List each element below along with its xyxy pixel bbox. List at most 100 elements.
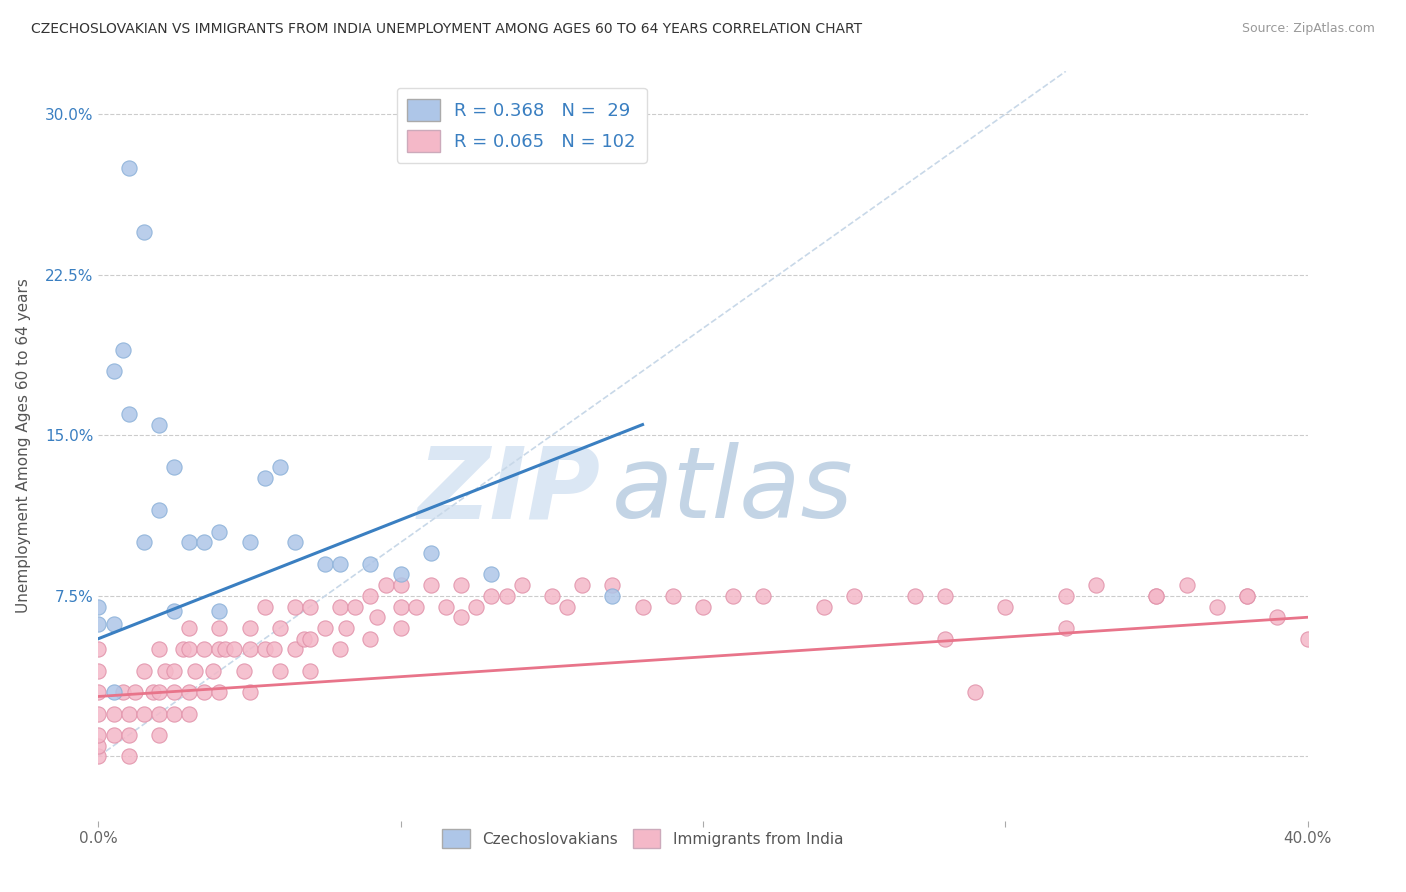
Point xyxy=(163,664,186,678)
Point xyxy=(232,664,254,678)
Point xyxy=(434,599,457,614)
Point xyxy=(692,599,714,614)
Point xyxy=(1054,589,1077,603)
Point xyxy=(239,642,262,657)
Point xyxy=(540,589,562,603)
Point xyxy=(1267,610,1289,624)
Point xyxy=(118,749,141,764)
Point xyxy=(602,589,624,603)
Point xyxy=(124,685,146,699)
Point xyxy=(103,728,125,742)
Point xyxy=(111,343,134,357)
Point xyxy=(420,578,443,592)
Point xyxy=(208,604,231,618)
Point xyxy=(118,407,141,421)
Point xyxy=(420,546,443,560)
Point xyxy=(1296,632,1319,646)
Point xyxy=(132,535,155,549)
Point xyxy=(118,728,141,742)
Point xyxy=(284,642,307,657)
Point xyxy=(450,578,472,592)
Point xyxy=(329,557,352,571)
Point xyxy=(360,557,382,571)
Point xyxy=(1144,589,1167,603)
Point xyxy=(163,604,186,618)
Point xyxy=(87,739,110,753)
Point xyxy=(163,685,186,699)
Point xyxy=(193,685,215,699)
Point xyxy=(360,632,382,646)
Point xyxy=(752,589,775,603)
Point xyxy=(103,616,125,631)
Point xyxy=(239,535,262,549)
Point xyxy=(481,567,503,582)
Point xyxy=(360,589,382,603)
Point xyxy=(661,589,683,603)
Point xyxy=(87,749,110,764)
Point xyxy=(148,685,170,699)
Point xyxy=(208,621,231,635)
Point xyxy=(292,632,315,646)
Point xyxy=(111,685,134,699)
Text: Source: ZipAtlas.com: Source: ZipAtlas.com xyxy=(1241,22,1375,36)
Point xyxy=(263,642,285,657)
Point xyxy=(495,589,517,603)
Point xyxy=(103,706,125,721)
Point xyxy=(179,535,201,549)
Point xyxy=(224,642,246,657)
Point xyxy=(103,685,125,699)
Point xyxy=(184,664,207,678)
Point xyxy=(118,161,141,175)
Point xyxy=(299,632,322,646)
Point xyxy=(934,589,956,603)
Point xyxy=(148,728,170,742)
Point xyxy=(193,535,215,549)
Point xyxy=(239,621,262,635)
Point xyxy=(374,578,396,592)
Y-axis label: Unemployment Among Ages 60 to 64 years: Unemployment Among Ages 60 to 64 years xyxy=(17,278,31,614)
Point xyxy=(179,706,201,721)
Point xyxy=(208,642,231,657)
Point xyxy=(87,728,110,742)
Point xyxy=(148,417,170,432)
Point xyxy=(239,685,262,699)
Point xyxy=(555,599,578,614)
Point xyxy=(132,664,155,678)
Point xyxy=(87,685,110,699)
Point xyxy=(118,706,141,721)
Point xyxy=(844,589,866,603)
Point xyxy=(1236,589,1258,603)
Point xyxy=(602,578,624,592)
Point xyxy=(179,685,201,699)
Text: CZECHOSLOVAKIAN VS IMMIGRANTS FROM INDIA UNEMPLOYMENT AMONG AGES 60 TO 64 YEARS : CZECHOSLOVAKIAN VS IMMIGRANTS FROM INDIA… xyxy=(31,22,862,37)
Point xyxy=(148,503,170,517)
Point xyxy=(329,599,352,614)
Point xyxy=(389,621,412,635)
Point xyxy=(1144,589,1167,603)
Point xyxy=(132,225,155,239)
Point xyxy=(284,599,307,614)
Point xyxy=(1175,578,1198,592)
Point xyxy=(253,471,276,485)
Point xyxy=(366,610,388,624)
Point xyxy=(208,524,231,539)
Point xyxy=(269,621,291,635)
Point xyxy=(142,685,165,699)
Legend: Czechoslovakians, Immigrants from India: Czechoslovakians, Immigrants from India xyxy=(436,823,849,855)
Point xyxy=(389,567,412,582)
Point xyxy=(465,599,488,614)
Point xyxy=(148,706,170,721)
Point xyxy=(87,642,110,657)
Point xyxy=(163,706,186,721)
Text: atlas: atlas xyxy=(613,442,853,540)
Point xyxy=(179,642,201,657)
Point xyxy=(571,578,593,592)
Point xyxy=(314,621,336,635)
Point xyxy=(1085,578,1108,592)
Point xyxy=(87,599,110,614)
Point xyxy=(87,616,110,631)
Point xyxy=(253,642,276,657)
Point xyxy=(87,664,110,678)
Point xyxy=(314,557,336,571)
Point xyxy=(163,460,186,475)
